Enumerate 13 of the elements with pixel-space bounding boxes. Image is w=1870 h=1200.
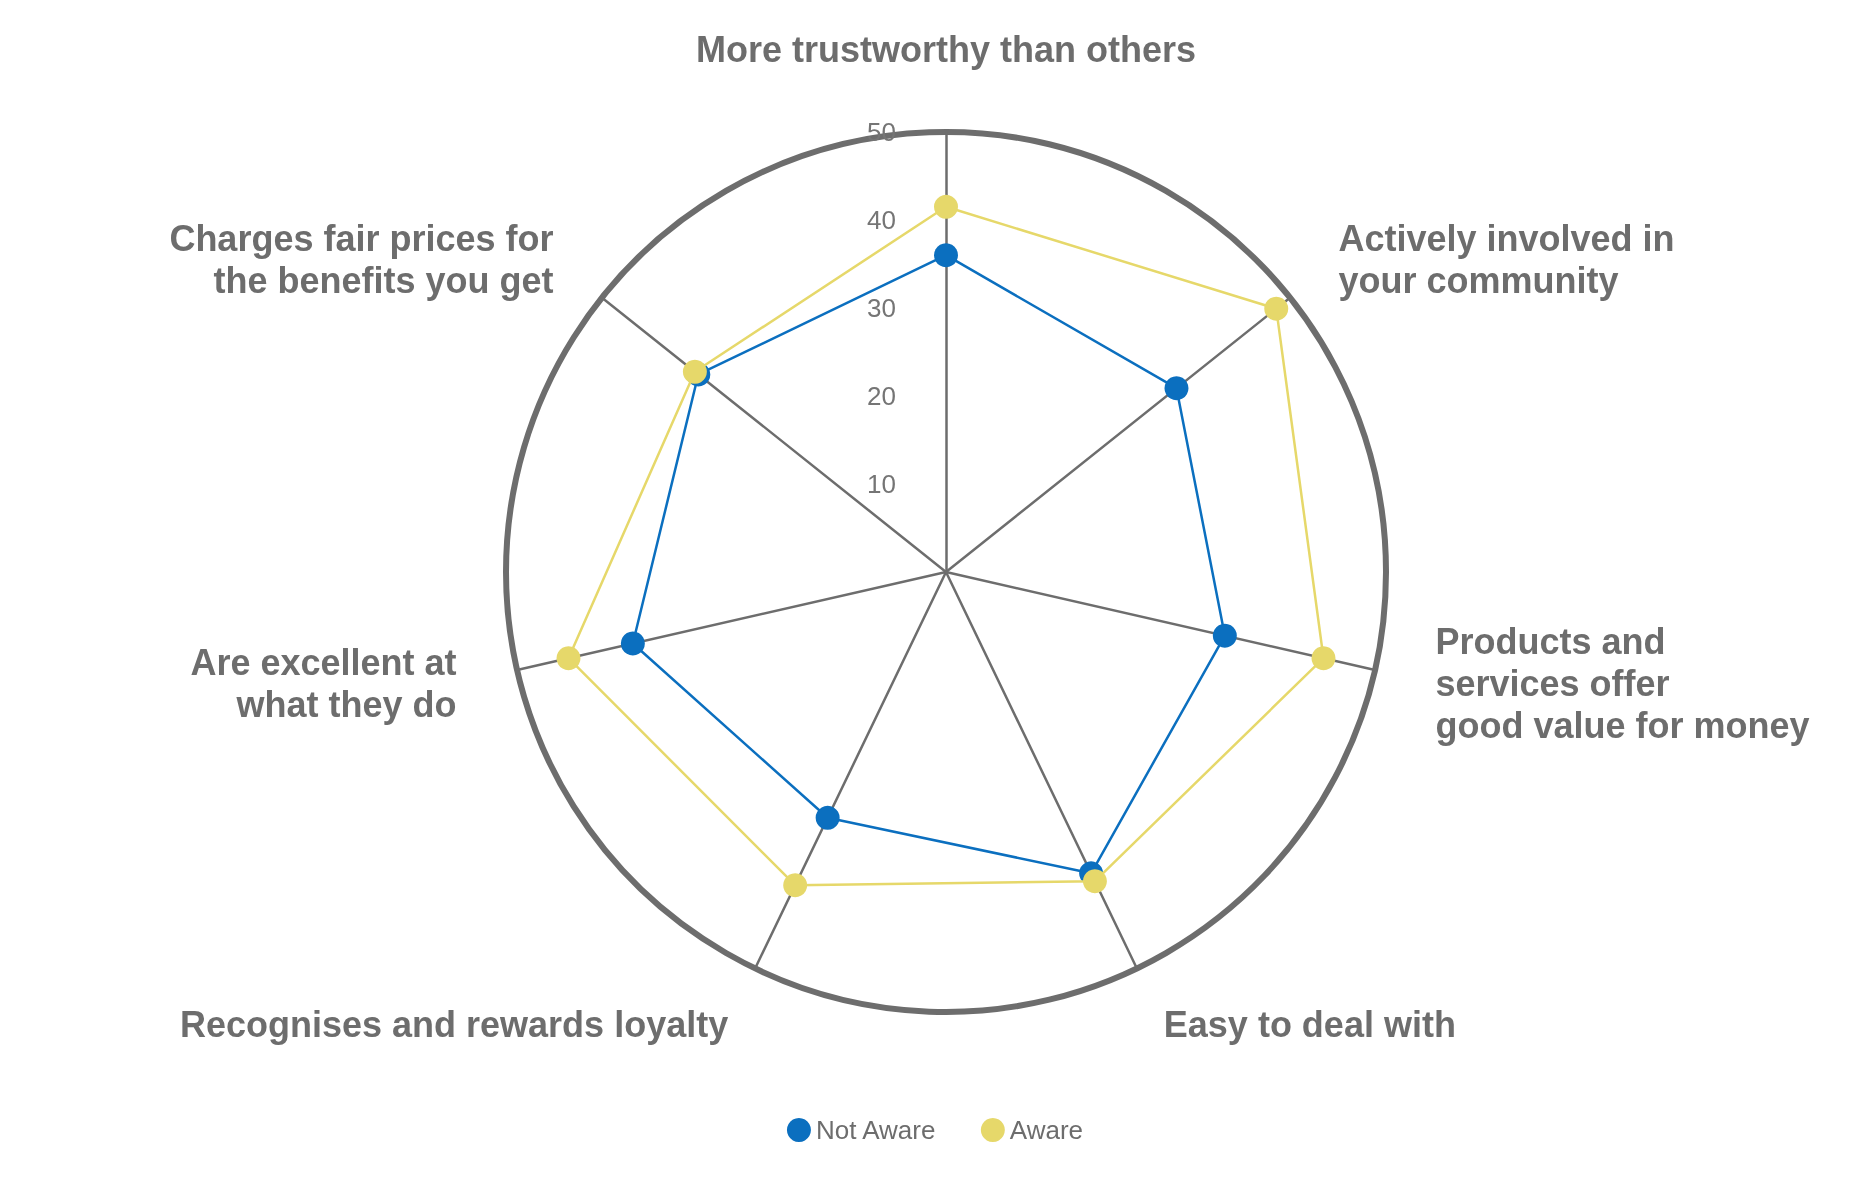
spoke-label: Charges fair prices for the benefits you get <box>169 217 554 301</box>
spoke-label: Products and services offer good value for money <box>1435 621 1810 747</box>
y-tick-label: 10 <box>867 469 896 499</box>
y-tick-label: 40 <box>867 205 896 235</box>
y-tick-label: 20 <box>867 381 896 411</box>
legend-label: Not Aware <box>815 1115 936 1145</box>
spoke-label: More trustworthy than others <box>695 28 1197 70</box>
spoke-label: Actively involved in your community <box>1338 217 1675 301</box>
legend-label: Aware <box>1009 1115 1084 1145</box>
spoke-label: Are excellent at what they do <box>190 642 457 726</box>
spoke-label: Recognises and rewards loyalty <box>179 1003 729 1045</box>
spoke-label: Easy to deal with <box>1163 1003 1456 1045</box>
y-tick-label: 30 <box>867 293 896 323</box>
